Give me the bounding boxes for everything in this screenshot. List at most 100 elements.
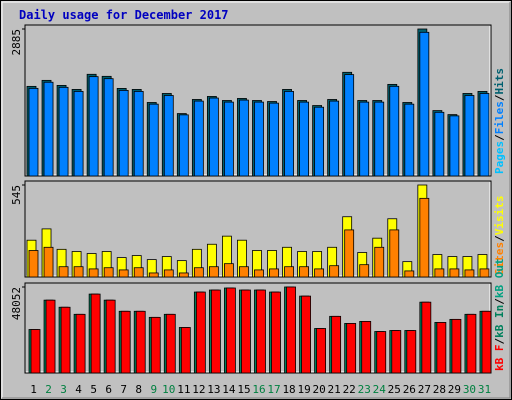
bar xyxy=(239,99,249,177)
bar xyxy=(133,91,144,177)
legend-entry: kB F xyxy=(493,345,506,372)
bar xyxy=(178,114,189,177)
y-max-label: 48052 xyxy=(10,287,23,320)
x-tick-label: 12 xyxy=(192,383,205,396)
bar xyxy=(43,81,54,177)
legend-entry: Visits xyxy=(493,196,506,236)
bar xyxy=(421,301,432,374)
bar xyxy=(329,100,340,177)
bar xyxy=(133,267,144,278)
y-max-label: 2885 xyxy=(10,29,23,56)
bar xyxy=(331,315,342,374)
bar xyxy=(226,287,236,374)
bar xyxy=(180,327,191,374)
bar xyxy=(449,115,460,177)
bar xyxy=(466,313,477,374)
bar xyxy=(105,299,116,374)
x-tick-label: 29 xyxy=(448,383,461,396)
bar xyxy=(208,266,219,278)
bar xyxy=(481,310,492,374)
x-tick-label: 28 xyxy=(433,383,446,396)
bar xyxy=(193,100,204,177)
bar xyxy=(329,265,340,278)
x-tick-label: 19 xyxy=(297,383,310,396)
x-tick-label: 17 xyxy=(267,383,280,396)
x-tick-label: 1 xyxy=(30,383,37,396)
x-tick-label: 9 xyxy=(150,383,157,396)
bar xyxy=(419,31,430,177)
bar xyxy=(389,85,400,177)
bar xyxy=(271,291,281,374)
bar xyxy=(269,268,279,278)
legend-entry: kB In xyxy=(493,305,506,338)
bar xyxy=(344,229,355,278)
x-tick-label: 27 xyxy=(418,383,431,396)
legend: kB F/kB In/kB Out xyxy=(493,258,506,371)
bar xyxy=(374,101,385,177)
x-tick-label: 11 xyxy=(177,383,190,396)
legend-separator: / xyxy=(493,94,506,101)
bar xyxy=(163,95,174,177)
x-tick-label: 23 xyxy=(358,383,371,396)
y-max-label: 545 xyxy=(10,185,23,205)
bar xyxy=(73,266,84,278)
bar xyxy=(299,101,309,177)
bar xyxy=(479,268,490,278)
bar xyxy=(28,250,39,278)
bar xyxy=(148,103,159,177)
bar xyxy=(346,323,357,374)
bar xyxy=(45,299,56,374)
bar xyxy=(286,286,296,374)
bar xyxy=(406,330,417,374)
legend-entry: Sites xyxy=(493,242,506,275)
bar xyxy=(28,87,39,177)
bar xyxy=(90,293,101,374)
bar xyxy=(344,74,355,177)
bar xyxy=(58,86,69,177)
x-tick-label: 18 xyxy=(282,383,295,396)
bar xyxy=(73,91,84,177)
bar xyxy=(359,264,370,278)
bar xyxy=(75,313,86,374)
bar xyxy=(404,103,415,177)
bar xyxy=(224,263,234,278)
bar xyxy=(239,266,249,278)
x-tick-label: 5 xyxy=(90,383,97,396)
bar xyxy=(404,270,415,278)
bar xyxy=(434,111,445,177)
bar xyxy=(195,291,206,374)
bar xyxy=(224,101,234,177)
bar xyxy=(43,246,54,278)
bar xyxy=(301,295,311,374)
bar xyxy=(479,93,490,177)
bar xyxy=(434,268,445,278)
bar xyxy=(60,306,71,374)
bar xyxy=(210,289,221,374)
bar xyxy=(376,331,387,374)
bar xyxy=(103,78,114,177)
x-tick-label: 7 xyxy=(120,383,127,396)
bar xyxy=(359,101,370,177)
x-tick-label: 22 xyxy=(343,383,356,396)
x-tick-label: 26 xyxy=(403,383,416,396)
bar xyxy=(316,328,327,374)
bar xyxy=(389,229,400,278)
bar xyxy=(88,76,99,177)
bar xyxy=(284,266,294,278)
bar xyxy=(436,322,447,374)
x-tick-label: 24 xyxy=(373,383,387,396)
bar xyxy=(58,266,69,278)
bar xyxy=(464,269,475,278)
legend-entry: Files xyxy=(493,101,506,134)
bar xyxy=(464,95,475,177)
bar xyxy=(208,97,219,177)
bar xyxy=(449,268,460,278)
bar xyxy=(178,272,189,278)
bar xyxy=(254,101,264,177)
x-tick-label: 15 xyxy=(237,383,250,396)
legend-separator: / xyxy=(493,235,506,242)
x-tick-label: 4 xyxy=(75,383,82,396)
